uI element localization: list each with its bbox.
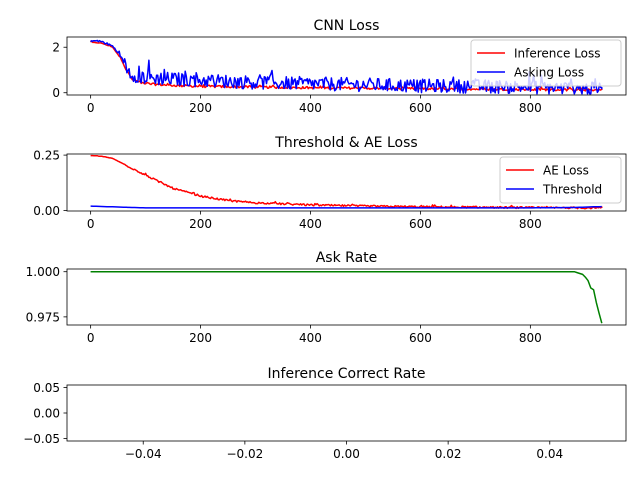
axes-frame — [66, 36, 627, 96]
x-tick-label: 400 — [299, 101, 322, 115]
chart-title: CNN Loss — [314, 18, 380, 34]
x-tick-label: 600 — [409, 101, 432, 115]
y-tick-label: 0.25 — [33, 149, 60, 163]
legend-label: Asking Loss — [514, 66, 584, 80]
x-tick-label: 0 — [87, 101, 95, 115]
x-tick-label: 0 — [87, 331, 95, 345]
x-tick-label: 800 — [519, 101, 542, 115]
legend-box — [470, 39, 622, 87]
y-tick-label: 2 — [52, 41, 60, 55]
y-tick-label: 0.00 — [33, 407, 60, 421]
legend-label: Threshold — [542, 183, 602, 197]
legend-label: Inference Loss — [514, 47, 601, 61]
y-tick-label: 0 — [52, 86, 60, 100]
y-tick-label: 1.000 — [26, 265, 60, 279]
x-tick-label: 800 — [519, 217, 542, 231]
legend-label: AE Loss — [543, 164, 589, 178]
x-tick-label: 0.04 — [536, 447, 563, 461]
x-tick-label: −0.02 — [226, 447, 263, 461]
x-tick-label: 0.00 — [333, 447, 360, 461]
y-tick-label: 0.05 — [33, 381, 60, 395]
x-tick-label: 600 — [409, 217, 432, 231]
x-tick-label: 200 — [189, 101, 212, 115]
x-tick-label: 200 — [189, 217, 212, 231]
chart-inference-correct-rate: Inference Correct Rate −0.04 −0.02 0.00 0.02… — [23, 366, 627, 461]
x-tick-label: −0.04 — [125, 447, 162, 461]
y-tick-label: −0.05 — [23, 432, 60, 446]
x-tick-label: 0 — [87, 217, 95, 231]
y-tick-label: 0.975 — [26, 310, 60, 324]
legend-box — [499, 156, 622, 204]
x-tick-label: 400 — [299, 217, 322, 231]
chart-title: Inference Correct Rate — [268, 366, 426, 382]
chart-threshold-ae-loss: Threshold & AE Loss 0 200 400 600 800 0.00 0.25… — [33, 135, 627, 231]
x-tick-label: 200 — [189, 331, 212, 345]
x-tick-label: 600 — [409, 331, 432, 345]
x-tick-label: 800 — [519, 331, 542, 345]
y-tick-label: 0.00 — [33, 204, 60, 218]
axes-frame — [66, 153, 627, 212]
legend: Inference Loss Asking Loss — [470, 39, 622, 87]
legend: AE Loss Threshold — [499, 156, 622, 204]
x-tick-label: 400 — [299, 331, 322, 345]
chart-cnn-loss: CNN Loss 0 200 400 600 800 0 2 Inference Loss Ask… — [52, 18, 627, 115]
x-tick-label: 0.02 — [435, 447, 462, 461]
series-line-threshold — [90, 205, 602, 209]
axes-frame — [66, 384, 627, 442]
chart-ask-rate: Ask Rate 0 200 400 600 800 0.975 1.000 — [26, 250, 627, 345]
series-line-ask-rate — [90, 270, 603, 324]
chart-title: Threshold & AE Loss — [274, 135, 417, 151]
axes-frame — [66, 268, 627, 326]
series-line-inference-loss — [90, 40, 603, 92]
chart-title: Ask Rate — [316, 250, 378, 266]
